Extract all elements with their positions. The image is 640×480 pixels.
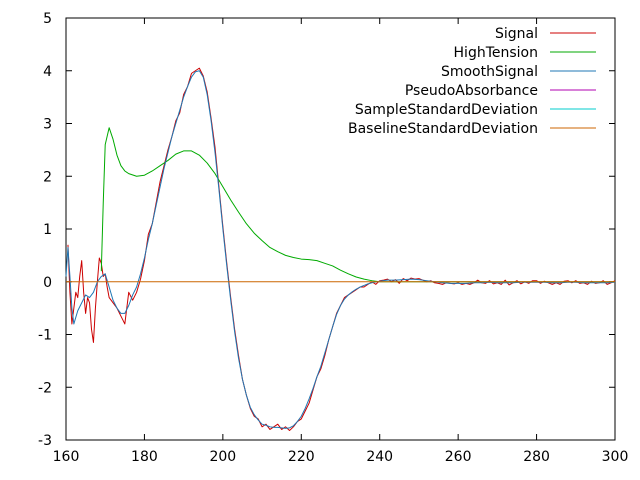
y-tick-label: 4	[43, 64, 52, 80]
legend-label: SmoothSignal	[441, 64, 538, 80]
series-line-signal	[67, 67, 616, 431]
x-tick-label: 260	[445, 449, 472, 465]
y-tick-label: 0	[43, 275, 52, 291]
series-layer	[65, 67, 616, 431]
axes: 160 180 200 220 240 260 280 300 -3 -2 -1 0 1 2 3 4 5	[38, 11, 628, 465]
x-tick-label: 280	[523, 449, 550, 465]
x-tick-label: 200	[209, 449, 236, 465]
legend-label: SampleStandardDeviation	[355, 102, 538, 118]
x-tick-label: 160	[53, 449, 80, 465]
series-line-hightension	[100, 127, 615, 283]
series-line-smoothsignal	[65, 70, 616, 429]
x-tick-label: 220	[288, 449, 315, 465]
y-tick-label: -2	[38, 380, 52, 396]
y-tick-label: 1	[43, 222, 52, 238]
y-tick-label: 3	[43, 117, 52, 133]
y-tick-label: -1	[38, 328, 52, 344]
y-tick-label: 2	[43, 169, 52, 185]
legend-label: PseudoAbsorbance	[405, 83, 538, 99]
x-tick-label: 180	[131, 449, 158, 465]
x-tick-label: 300	[602, 449, 629, 465]
y-tick-label: 5	[43, 11, 52, 27]
y-tick-label: -3	[38, 433, 52, 449]
legend-label: HighTension	[454, 45, 538, 61]
plot-frame	[65, 17, 616, 441]
legend: Signal HighTension SmoothSignal PseudoAbsor…	[348, 26, 596, 137]
x-tick-label: 240	[366, 449, 393, 465]
plot-border	[65, 17, 616, 441]
legend-label: Signal	[495, 26, 538, 42]
legend-label: BaselineStandardDeviation	[348, 121, 538, 137]
